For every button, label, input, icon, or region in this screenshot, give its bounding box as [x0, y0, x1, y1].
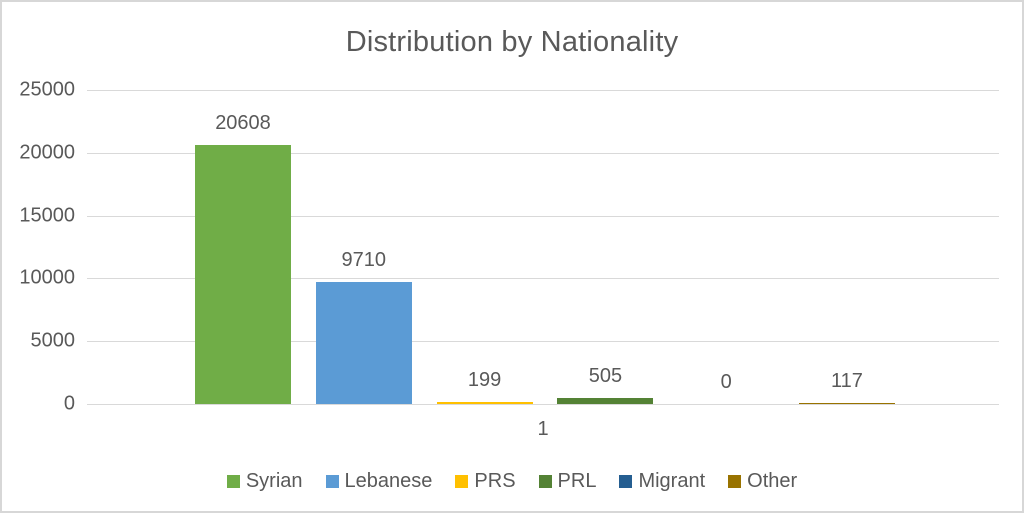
legend-item-prs: PRS [455, 470, 516, 493]
legend-swatch-prs-icon [455, 475, 469, 488]
legend-swatch-prl-icon [538, 475, 552, 488]
gridline [87, 404, 999, 405]
data-label-other: 117 [831, 369, 863, 392]
legend: Syrian Lebanese PRS PRL Migrant Other [2, 470, 1022, 493]
data-label-lebanese: 9710 [341, 249, 387, 272]
bar-prl [557, 397, 654, 404]
bar-prs [436, 401, 533, 404]
category-axis-label: 1 [537, 418, 549, 440]
legend-item-other: Other [728, 470, 797, 493]
y-axis-tick-label: 25000 [19, 78, 75, 101]
legend-label: Migrant [638, 470, 706, 492]
legend-item-prl: PRL [538, 470, 597, 493]
chart-title: Distribution by Nationality [345, 26, 679, 58]
gridline [87, 90, 999, 91]
legend-label: PRS [474, 470, 516, 492]
legend-item-syrian: Syrian [226, 470, 303, 493]
legend-item-lebanese: Lebanese [325, 470, 433, 493]
legend-swatch-syrian-icon [226, 475, 240, 488]
legend-swatch-other-icon [728, 475, 742, 488]
data-label-migrant: 0 [720, 371, 732, 393]
bar-other [799, 402, 895, 404]
data-label-prs: 199 [467, 368, 502, 391]
y-axis-tick-label: 15000 [19, 204, 75, 227]
gridline [87, 215, 999, 217]
gridline [87, 278, 999, 280]
y-axis-tick-label: 0 [63, 392, 75, 415]
gridline [87, 152, 999, 154]
legend-swatch-lebanese-icon [325, 475, 339, 488]
data-label-syrian: 20608 [215, 112, 271, 135]
legend-label: Other [747, 470, 798, 492]
legend-label: Syrian [245, 470, 303, 492]
y-axis-tick-label: 5000 [30, 329, 76, 352]
legend-label: Lebanese [344, 470, 433, 492]
legend-item-migrant: Migrant [619, 470, 705, 493]
y-axis-tick-label: 10000 [19, 266, 75, 289]
data-label-prl: 505 [588, 364, 623, 387]
y-axis-tick-label: 20000 [19, 141, 75, 164]
legend-label: PRL [557, 470, 597, 492]
bar-lebanese [315, 282, 412, 404]
bar-syrian [195, 145, 291, 404]
legend-swatch-migrant-icon [619, 475, 633, 488]
gridline [87, 341, 999, 343]
plot-area: 0 5000 10000 15000 20000 25000 20608 9710 199 50… [19, 79, 999, 440]
